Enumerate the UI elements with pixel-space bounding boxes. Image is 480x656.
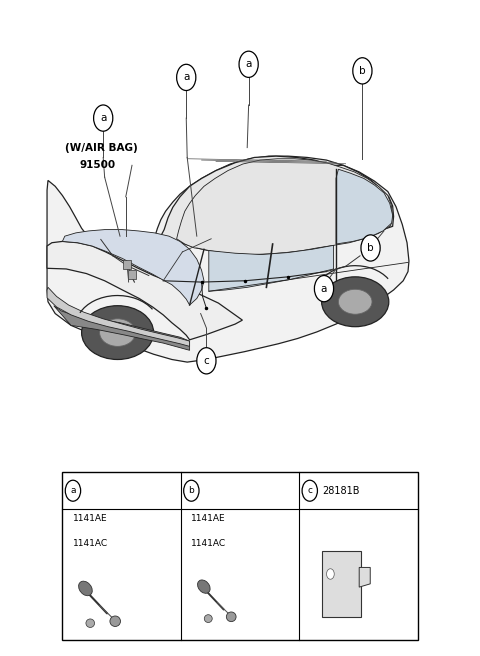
Text: 91500: 91500 — [79, 160, 115, 171]
FancyBboxPatch shape — [322, 550, 360, 617]
Polygon shape — [209, 245, 334, 291]
Text: 1141AE: 1141AE — [73, 514, 108, 523]
Polygon shape — [359, 567, 370, 587]
Ellipse shape — [86, 619, 95, 627]
Polygon shape — [62, 230, 204, 305]
Circle shape — [361, 235, 380, 261]
Ellipse shape — [82, 306, 154, 359]
Circle shape — [184, 480, 199, 501]
Text: a: a — [245, 59, 252, 70]
Text: c: c — [204, 356, 209, 366]
Text: b: b — [359, 66, 366, 76]
Ellipse shape — [110, 616, 120, 626]
Text: a: a — [70, 486, 76, 495]
Polygon shape — [47, 156, 409, 362]
Bar — [62, 472, 418, 640]
Text: (W/AIR BAG): (W/AIR BAG) — [65, 142, 138, 153]
Text: a: a — [100, 113, 107, 123]
Text: a: a — [321, 283, 327, 294]
Circle shape — [326, 569, 334, 579]
Text: b: b — [367, 243, 374, 253]
Text: 1141AE: 1141AE — [192, 514, 226, 523]
Ellipse shape — [100, 319, 136, 346]
Ellipse shape — [204, 615, 212, 623]
Ellipse shape — [79, 581, 92, 596]
Bar — [128, 270, 136, 279]
Text: 1141AC: 1141AC — [73, 539, 108, 548]
Circle shape — [239, 51, 258, 77]
Polygon shape — [177, 159, 393, 255]
Circle shape — [94, 105, 113, 131]
Polygon shape — [336, 169, 393, 244]
Polygon shape — [47, 287, 190, 346]
Text: a: a — [183, 72, 190, 83]
Ellipse shape — [338, 289, 372, 314]
Circle shape — [177, 64, 196, 91]
Text: 1141AC: 1141AC — [192, 539, 227, 548]
Polygon shape — [98, 156, 394, 256]
Text: 28181B: 28181B — [322, 485, 360, 496]
Polygon shape — [54, 306, 190, 350]
Bar — [123, 260, 131, 269]
Text: c: c — [307, 486, 312, 495]
Ellipse shape — [227, 612, 236, 622]
Ellipse shape — [198, 580, 210, 593]
Circle shape — [353, 58, 372, 84]
Polygon shape — [47, 241, 242, 340]
Circle shape — [302, 480, 317, 501]
Text: b: b — [189, 486, 194, 495]
Circle shape — [65, 480, 81, 501]
Circle shape — [197, 348, 216, 374]
Ellipse shape — [322, 277, 389, 327]
Circle shape — [314, 276, 334, 302]
